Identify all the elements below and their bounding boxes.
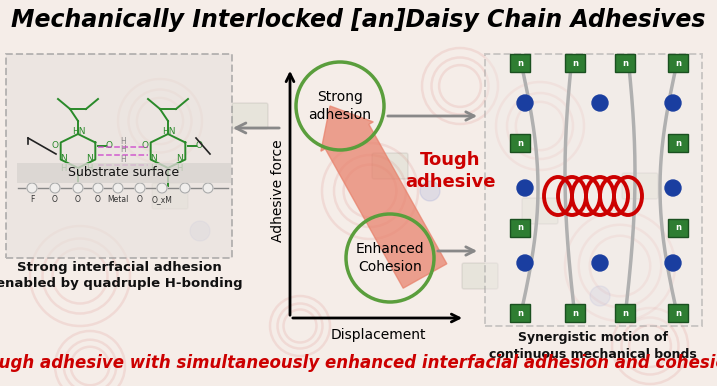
Text: n: n bbox=[675, 139, 681, 147]
Circle shape bbox=[592, 255, 608, 271]
Text: Mechanically Interlocked [an]Daisy Chain Adhesives: Mechanically Interlocked [an]Daisy Chain… bbox=[11, 8, 706, 32]
Text: O_xM: O_xM bbox=[151, 195, 172, 204]
Circle shape bbox=[50, 183, 60, 193]
Text: n: n bbox=[572, 308, 578, 318]
Text: O: O bbox=[137, 195, 143, 204]
FancyBboxPatch shape bbox=[510, 54, 530, 72]
Text: Displacement: Displacement bbox=[331, 328, 426, 342]
FancyBboxPatch shape bbox=[668, 304, 688, 322]
Text: HN: HN bbox=[162, 127, 176, 136]
Circle shape bbox=[665, 95, 681, 111]
Circle shape bbox=[420, 181, 440, 201]
FancyBboxPatch shape bbox=[152, 183, 188, 209]
Text: O: O bbox=[75, 195, 81, 204]
Text: H: H bbox=[176, 164, 182, 173]
Text: Strong
adhesion: Strong adhesion bbox=[308, 90, 371, 122]
Text: O: O bbox=[142, 141, 149, 150]
Text: n: n bbox=[675, 223, 681, 232]
FancyBboxPatch shape bbox=[615, 54, 635, 72]
Text: HN: HN bbox=[72, 127, 85, 136]
FancyBboxPatch shape bbox=[522, 198, 558, 224]
Text: Metal: Metal bbox=[108, 195, 128, 204]
FancyBboxPatch shape bbox=[510, 304, 530, 322]
Circle shape bbox=[135, 183, 145, 193]
FancyBboxPatch shape bbox=[668, 54, 688, 72]
FancyBboxPatch shape bbox=[510, 134, 530, 152]
FancyBboxPatch shape bbox=[372, 153, 408, 179]
Circle shape bbox=[93, 183, 103, 193]
Circle shape bbox=[517, 255, 533, 271]
Text: H: H bbox=[120, 144, 126, 154]
Text: O: O bbox=[52, 141, 59, 150]
FancyBboxPatch shape bbox=[668, 134, 688, 152]
Circle shape bbox=[665, 180, 681, 196]
FancyBboxPatch shape bbox=[17, 163, 231, 183]
Text: n: n bbox=[517, 223, 523, 232]
Text: n: n bbox=[517, 139, 523, 147]
Text: n: n bbox=[572, 59, 578, 68]
Text: Adhesive force: Adhesive force bbox=[271, 140, 285, 242]
Circle shape bbox=[203, 183, 213, 193]
Text: F: F bbox=[30, 195, 34, 204]
FancyBboxPatch shape bbox=[615, 304, 635, 322]
Text: n: n bbox=[517, 59, 523, 68]
FancyBboxPatch shape bbox=[485, 54, 702, 326]
Text: N: N bbox=[60, 154, 67, 163]
Text: Enhanced
Cohesion: Enhanced Cohesion bbox=[356, 242, 424, 274]
FancyBboxPatch shape bbox=[510, 219, 530, 237]
FancyBboxPatch shape bbox=[6, 54, 232, 258]
Text: H: H bbox=[120, 137, 126, 146]
Text: N: N bbox=[176, 154, 183, 163]
FancyBboxPatch shape bbox=[622, 173, 658, 199]
Circle shape bbox=[113, 183, 123, 193]
Text: n: n bbox=[675, 59, 681, 68]
Text: O: O bbox=[196, 141, 203, 150]
Circle shape bbox=[27, 183, 37, 193]
Text: H: H bbox=[60, 164, 67, 173]
Circle shape bbox=[592, 95, 608, 111]
Text: Strong interfacial adhesion
enabled by quadruple H-bonding: Strong interfacial adhesion enabled by q… bbox=[0, 261, 242, 291]
Text: O: O bbox=[95, 195, 101, 204]
Text: H: H bbox=[120, 154, 126, 164]
Text: N: N bbox=[150, 154, 157, 163]
Circle shape bbox=[517, 180, 533, 196]
Circle shape bbox=[665, 255, 681, 271]
Text: n: n bbox=[675, 308, 681, 318]
Text: Tough adhesive with simultaneously enhanced interfacial adhesion and cohesion: Tough adhesive with simultaneously enhan… bbox=[0, 354, 717, 372]
FancyBboxPatch shape bbox=[565, 304, 585, 322]
FancyArrow shape bbox=[321, 106, 447, 288]
Text: n: n bbox=[622, 59, 628, 68]
Text: Tough
adhesive: Tough adhesive bbox=[405, 151, 495, 191]
Text: n: n bbox=[622, 308, 628, 318]
Text: Synergistic motion of
continuous mechanical bonds: Synergistic motion of continuous mechani… bbox=[489, 331, 697, 361]
FancyBboxPatch shape bbox=[668, 219, 688, 237]
Text: N: N bbox=[86, 154, 92, 163]
FancyBboxPatch shape bbox=[462, 263, 498, 289]
Circle shape bbox=[180, 183, 190, 193]
Text: n: n bbox=[517, 308, 523, 318]
Circle shape bbox=[190, 221, 210, 241]
Circle shape bbox=[157, 183, 167, 193]
Circle shape bbox=[590, 286, 610, 306]
Text: Substrate surface: Substrate surface bbox=[68, 166, 179, 179]
Text: O: O bbox=[106, 141, 113, 150]
Circle shape bbox=[73, 183, 83, 193]
Circle shape bbox=[517, 95, 533, 111]
Text: O: O bbox=[52, 195, 58, 204]
FancyBboxPatch shape bbox=[232, 103, 268, 129]
Text: H: H bbox=[86, 164, 92, 173]
Text: H: H bbox=[150, 164, 156, 173]
FancyBboxPatch shape bbox=[565, 54, 585, 72]
